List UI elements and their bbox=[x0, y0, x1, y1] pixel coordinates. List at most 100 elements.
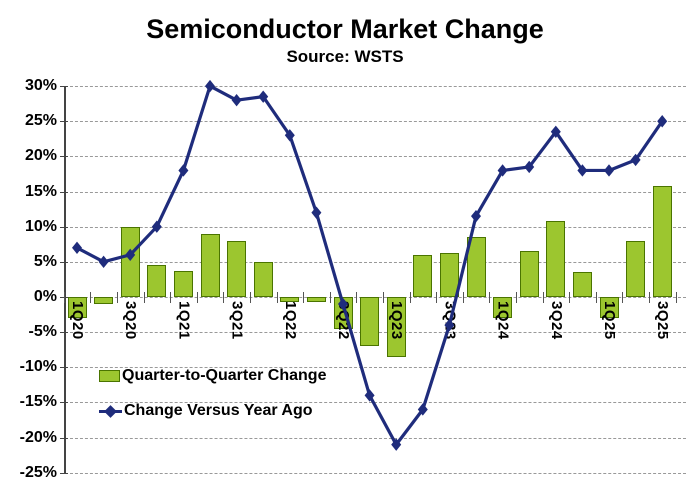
x-tick-mark bbox=[622, 292, 624, 303]
bar-1Q23 bbox=[386, 297, 406, 357]
x-tick-label-3Q21: 3Q21 bbox=[228, 301, 246, 340]
line-marker-4Q22 bbox=[364, 389, 375, 402]
gridline bbox=[65, 402, 686, 404]
x-tick-label-1Q23: 1Q23 bbox=[388, 301, 406, 340]
x-tick-mark bbox=[675, 292, 677, 303]
x-tick-mark bbox=[436, 292, 438, 303]
gridline bbox=[65, 86, 686, 88]
bar-3Q23 bbox=[439, 253, 459, 297]
x-tick-mark bbox=[409, 292, 411, 303]
line-swatch-icon bbox=[99, 404, 122, 418]
y-tick-label--15%: -15% bbox=[19, 393, 57, 411]
y-tick-mark bbox=[60, 472, 68, 474]
x-tick-mark bbox=[223, 292, 225, 303]
line-marker-1Q21 bbox=[178, 164, 189, 177]
bar-1Q22 bbox=[280, 297, 300, 302]
y-tick-label--20%: -20% bbox=[19, 428, 57, 446]
bar-4Q23 bbox=[466, 237, 486, 297]
x-tick-label-1Q22: 1Q22 bbox=[281, 301, 299, 340]
x-tick-mark bbox=[303, 292, 305, 303]
bar-1Q21 bbox=[173, 270, 193, 297]
x-tick-mark bbox=[329, 292, 331, 303]
y-tick-label-20%: 20% bbox=[24, 147, 57, 165]
line-marker-1Q23 bbox=[391, 438, 402, 451]
x-tick-mark bbox=[595, 292, 597, 303]
x-tick-mark bbox=[276, 292, 278, 303]
line-marker-3Q23 bbox=[444, 318, 455, 332]
gridline bbox=[65, 226, 686, 228]
x-tick-mark bbox=[63, 292, 65, 303]
y-tick-label-0%: 0% bbox=[33, 288, 57, 305]
bar-swatch-icon bbox=[99, 370, 120, 382]
x-tick-label-1Q24: 1Q24 bbox=[494, 301, 512, 340]
bar-2Q25 bbox=[626, 240, 646, 297]
line-marker-1Q22 bbox=[284, 129, 295, 142]
bar-2Q22 bbox=[306, 297, 326, 302]
line-marker-4Q21 bbox=[258, 90, 269, 103]
line-marker-4Q24 bbox=[577, 164, 588, 177]
bar-1Q25 bbox=[599, 297, 619, 319]
bar-4Q22 bbox=[360, 297, 380, 347]
line-marker-3Q24 bbox=[550, 125, 561, 138]
x-tick-label-1Q20: 1Q20 bbox=[69, 301, 86, 340]
line-marker-1Q20 bbox=[72, 241, 82, 254]
x-tick-mark bbox=[542, 292, 544, 303]
legend-label-yoy: Change Versus Year Ago bbox=[124, 402, 313, 419]
legend: Quarter-to-Quarter Change Change Versus … bbox=[99, 365, 326, 435]
x-tick-label-3Q22: 3Q22 bbox=[335, 301, 352, 340]
y-tick-label-10%: 10% bbox=[24, 217, 57, 235]
x-tick-mark bbox=[382, 292, 384, 303]
gridline bbox=[65, 156, 686, 158]
chart-title: Semiconductor Market Change bbox=[146, 14, 544, 44]
bar-3Q25 bbox=[652, 185, 672, 297]
bar-4Q20 bbox=[147, 265, 167, 297]
y-axis-line bbox=[63, 86, 66, 473]
x-tick-mark bbox=[143, 292, 145, 303]
bar-3Q21 bbox=[227, 240, 247, 297]
line-marker-3Q20 bbox=[125, 248, 136, 262]
x-tick-label-1Q21: 1Q21 bbox=[175, 301, 193, 340]
x-tick-mark bbox=[489, 292, 491, 303]
x-tick-mark bbox=[196, 292, 198, 303]
line-marker-2Q23 bbox=[417, 403, 428, 416]
x-tick-label-3Q24: 3Q24 bbox=[547, 301, 565, 340]
line-marker-2Q24 bbox=[524, 160, 535, 174]
bar-4Q21 bbox=[253, 261, 273, 297]
chart-subtitle: Source: WSTS bbox=[286, 47, 404, 66]
x-tick-mark bbox=[116, 292, 118, 303]
y-tick-label--10%: -10% bbox=[19, 358, 57, 376]
x-tick-mark bbox=[170, 292, 172, 303]
bar-4Q24 bbox=[572, 271, 592, 297]
line-marker-1Q24 bbox=[497, 164, 508, 177]
line-marker-1Q25 bbox=[604, 164, 614, 177]
bar-2Q21 bbox=[200, 233, 220, 297]
gridline bbox=[65, 472, 686, 474]
x-tick-mark bbox=[569, 292, 571, 303]
x-tick-mark bbox=[462, 292, 464, 303]
gridline bbox=[65, 121, 686, 123]
line-marker-3Q22 bbox=[338, 297, 348, 311]
bar-3Q24 bbox=[546, 221, 566, 297]
y-tick-label-25%: 25% bbox=[24, 112, 57, 130]
bar-2Q24 bbox=[519, 251, 539, 297]
gridline bbox=[65, 437, 686, 439]
bar-1Q24 bbox=[493, 297, 513, 319]
bar-2Q23 bbox=[413, 254, 433, 297]
x-tick-mark bbox=[648, 292, 650, 303]
line-marker-2Q21 bbox=[205, 79, 215, 93]
line-marker-3Q25 bbox=[657, 115, 668, 128]
diamond-marker-icon bbox=[104, 404, 117, 418]
line-marker-4Q23 bbox=[471, 209, 481, 223]
x-tick-mark bbox=[249, 292, 251, 303]
x-tick-label-3Q20: 3Q20 bbox=[122, 301, 140, 340]
x-tick-label-1Q25: 1Q25 bbox=[601, 301, 618, 340]
gridline bbox=[65, 191, 686, 193]
line-marker-2Q20 bbox=[98, 255, 109, 269]
x-tick-label-3Q25: 3Q25 bbox=[654, 301, 672, 340]
y-tick-label-5%: 5% bbox=[33, 252, 57, 270]
y-tick-label--5%: -5% bbox=[28, 323, 57, 341]
line-marker-2Q25 bbox=[630, 153, 641, 167]
gridline bbox=[65, 261, 686, 263]
